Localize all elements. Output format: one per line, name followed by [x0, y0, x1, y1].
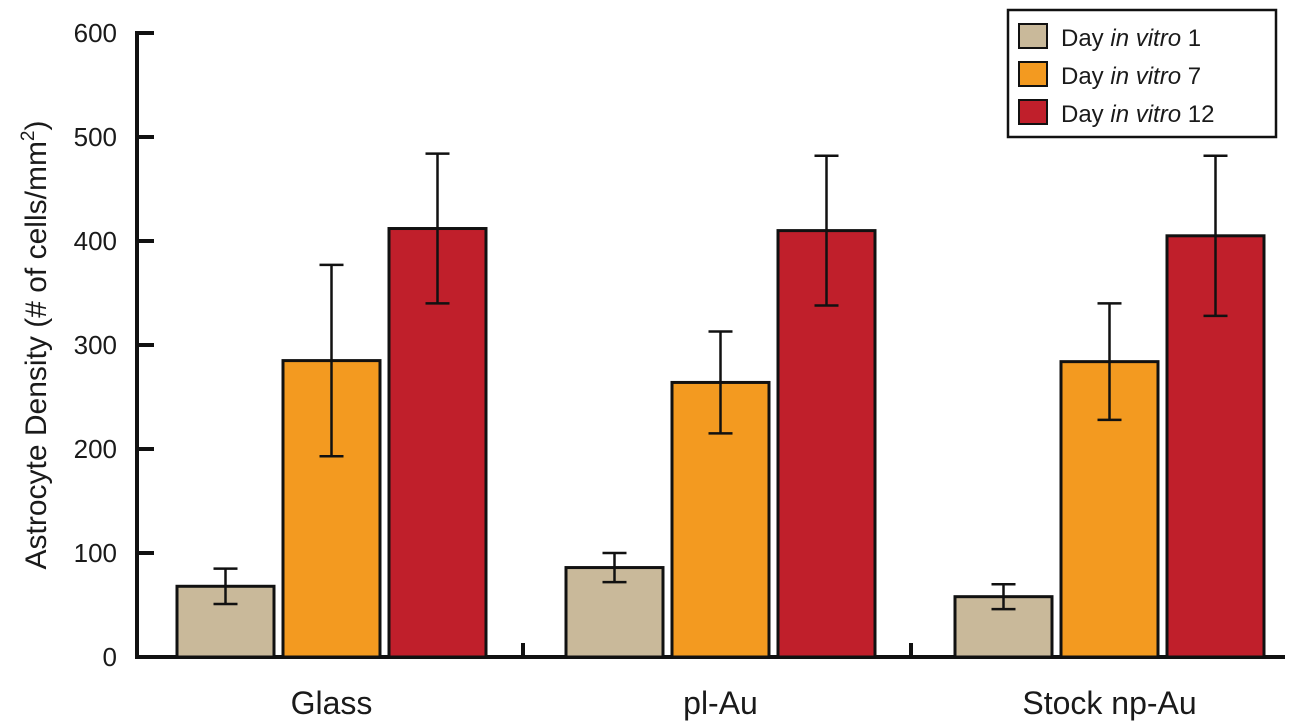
y-tick-label-600: 600: [74, 18, 117, 48]
y-axis-title: Astrocyte Density (# of cells/mm2): [18, 120, 53, 569]
legend-swatch: [1018, 23, 1048, 49]
error-bar-glass-series-3: [425, 152, 450, 305]
error-bar-glass-series-1: [213, 567, 238, 606]
legend-label-italic: in vitro: [1110, 25, 1181, 52]
bars: [175, 227, 1266, 659]
y-tick-label-200: 200: [74, 434, 117, 464]
x-category-label: Stock np-Au: [1022, 685, 1196, 721]
legend-entry: Day in vitro 7: [1018, 61, 1201, 90]
y-tick-label-400: 400: [74, 226, 117, 256]
legend-label: Day in vitro 12: [1061, 101, 1214, 128]
legend-label-prefix: Day: [1061, 63, 1110, 90]
legend-swatch: [1018, 61, 1048, 87]
legend-swatch: [1018, 99, 1048, 125]
error-bar-stock-np-au-series-2: [1097, 302, 1122, 422]
legend-label: Day in vitro 1: [1061, 25, 1201, 52]
axis-labels: 0 100 200 300 400 500 600 Glass pl-Au Stock np-Au: [74, 18, 1197, 721]
y-axis-title-close: ): [20, 120, 53, 130]
legend-label-italic: in vitro: [1110, 101, 1181, 128]
legend-label-italic: in vitro: [1110, 63, 1181, 90]
y-tick-label-100: 100: [74, 538, 117, 568]
error-bar-pl-au-series-1: [602, 551, 627, 584]
error-bar-stock-np-au-series-1: [991, 582, 1016, 611]
error-bar-glass-series-2: [319, 263, 344, 458]
x-category-label: Glass: [291, 685, 373, 721]
legend-label-suffix: 1: [1181, 25, 1201, 52]
error-bar-stock-np-au-series-3: [1203, 154, 1228, 318]
y-tick-label-0: 0: [103, 642, 117, 672]
legend-label-prefix: Day: [1061, 101, 1110, 128]
error-bars: [213, 152, 1228, 611]
error-bar-pl-au-series-3: [814, 154, 839, 307]
x-category-label: pl-Au: [683, 685, 758, 721]
legend-entry: Day in vitro 12: [1018, 99, 1214, 128]
y-axis-title-superscript: 2: [18, 130, 39, 141]
y-tick-label-500: 500: [74, 122, 117, 152]
y-tick-label-300: 300: [74, 330, 117, 360]
legend-label-prefix: Day: [1061, 25, 1110, 52]
legend-label-suffix: 12: [1181, 101, 1214, 128]
legend-entry: Day in vitro 1: [1018, 23, 1201, 52]
error-bar-pl-au-series-2: [708, 330, 733, 435]
legend-box: [1006, 8, 1278, 139]
legend-label: Day in vitro 7: [1061, 63, 1201, 90]
legend-label-suffix: 7: [1181, 63, 1201, 90]
y-axis-title-main: Astrocyte Density (# of cells/mm: [20, 141, 53, 569]
